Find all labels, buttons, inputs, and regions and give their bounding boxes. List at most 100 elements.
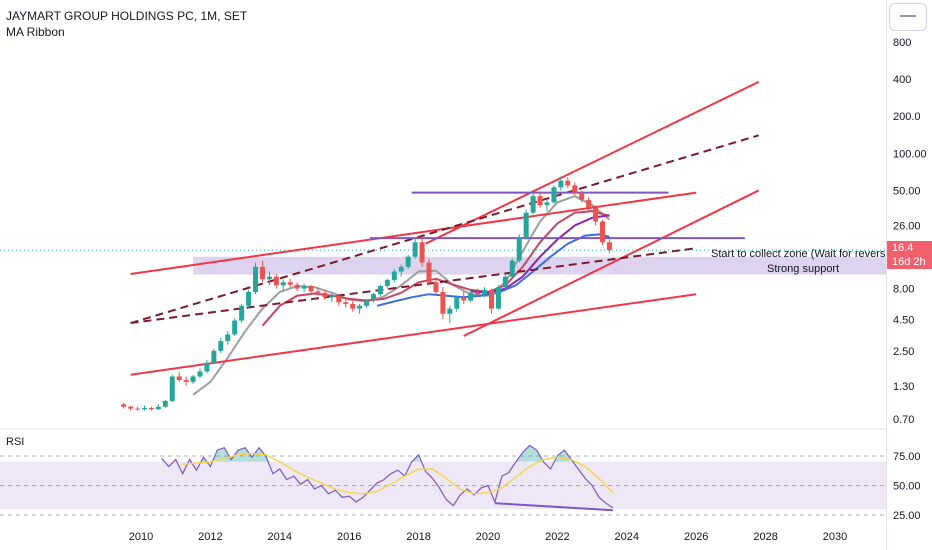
rsi-tick-label: 75.00 xyxy=(893,451,921,463)
candle-body xyxy=(128,406,134,409)
ma-line-2 xyxy=(261,210,610,327)
candle-body xyxy=(488,289,494,309)
dashed-trendline xyxy=(130,134,759,325)
candle-body xyxy=(593,208,599,222)
candle-body xyxy=(405,256,411,267)
candle-body xyxy=(398,266,404,272)
candle-body xyxy=(218,341,224,351)
candle-body xyxy=(495,287,501,309)
rsi-ma-line xyxy=(182,452,614,495)
candle-body xyxy=(426,262,432,283)
candle-body xyxy=(197,371,203,377)
candle-body xyxy=(537,196,543,206)
price-tick-label: 200.0 xyxy=(893,111,921,123)
rsi-tick-label: 50.00 xyxy=(893,481,921,493)
candle-body xyxy=(183,380,189,382)
support-annotation[interactable]: Strong support xyxy=(767,263,840,275)
candle-body xyxy=(600,221,606,243)
time-tick-label: 2010 xyxy=(129,531,153,543)
candle-body xyxy=(155,406,161,410)
menu-icon xyxy=(900,15,916,17)
candle-body xyxy=(412,242,418,257)
time-tick-label: 2014 xyxy=(268,531,292,543)
candle-body xyxy=(544,202,550,206)
candle-body xyxy=(579,192,585,200)
channel-line xyxy=(130,293,697,376)
last-price-tag: 16.4 xyxy=(887,241,932,255)
candle-body xyxy=(516,236,522,261)
candle-body xyxy=(606,242,612,251)
price-tick-label: 4.50 xyxy=(893,314,914,326)
trendline-drawings[interactable] xyxy=(130,80,760,376)
price-tick-label: 1.30 xyxy=(893,381,914,393)
ma-line-3 xyxy=(470,214,610,294)
bar-countdown: 16d 2h xyxy=(887,255,932,269)
candle-body xyxy=(370,294,376,301)
candle-body xyxy=(572,185,578,193)
candlestick-series xyxy=(121,176,612,411)
candle-body xyxy=(225,334,231,342)
time-tick-label: 2016 xyxy=(337,531,361,543)
candle-body xyxy=(169,376,175,401)
price-tick-label: 100.00 xyxy=(893,148,927,160)
candle-body xyxy=(343,302,349,304)
candle-body xyxy=(384,279,390,286)
candle-body xyxy=(176,376,182,381)
candle-body xyxy=(287,282,293,285)
candle-body xyxy=(315,291,321,293)
candle-body xyxy=(204,362,210,372)
time-tick-label: 2030 xyxy=(823,531,847,543)
chart-header: JAYMART GROUP HOLDINGS PC, 1M, SET MA Ri… xyxy=(6,8,247,40)
grid-layer xyxy=(0,0,887,550)
price-tick-label: 400 xyxy=(893,74,911,86)
price-tick-label: 50.00 xyxy=(893,185,921,197)
candle-body xyxy=(391,271,397,280)
candle-body xyxy=(454,297,460,309)
rsi-tick-label: 25.00 xyxy=(893,510,921,522)
candle-body xyxy=(273,276,279,286)
ma-ribbon-layer xyxy=(192,195,611,396)
candle-body xyxy=(280,282,286,286)
channel-line xyxy=(463,189,760,337)
candle-body xyxy=(530,196,536,213)
candle-body xyxy=(336,295,342,303)
price-tick-label: 8.00 xyxy=(893,284,914,296)
candle-body xyxy=(190,376,196,382)
axes-layer: 800 400 200.0 100.00 50.00 26.00 8.00 4.50 2.50 1… xyxy=(129,37,927,543)
collect-zone-annotation[interactable]: Start to collect zone (Wait for revers xyxy=(711,248,886,260)
time-tick-label: 2028 xyxy=(753,531,777,543)
candle-body xyxy=(558,180,564,188)
candle-body xyxy=(468,292,474,301)
dashed-trendline xyxy=(130,247,697,325)
time-tick-label: 2022 xyxy=(545,531,569,543)
rsi-divergence-line xyxy=(494,502,613,512)
candle-body xyxy=(377,285,383,295)
candle-body xyxy=(246,292,252,306)
candle-body xyxy=(162,400,168,407)
candle-body xyxy=(440,292,446,314)
candle-body xyxy=(551,187,557,203)
time-tick-label: 2024 xyxy=(615,531,639,543)
time-tick-label: 2020 xyxy=(476,531,500,543)
candle-body xyxy=(259,266,265,280)
candle-body xyxy=(523,212,529,237)
price-tick-label: 0.70 xyxy=(893,414,914,426)
menu-button[interactable] xyxy=(889,3,927,31)
candle-body xyxy=(509,260,515,277)
rsi-panel xyxy=(0,444,886,516)
candle-body xyxy=(586,199,592,209)
candle-body xyxy=(482,289,488,295)
price-tick-label: 26.00 xyxy=(893,220,921,232)
candle-body xyxy=(121,404,127,407)
candle-body xyxy=(502,276,508,288)
price-tick-label: 2.50 xyxy=(893,346,914,358)
rsi-label: RSI xyxy=(6,436,25,448)
channel-line xyxy=(425,80,760,245)
candle-body xyxy=(232,320,238,335)
ma-line-1 xyxy=(192,195,611,396)
time-tick-label: 2026 xyxy=(684,531,708,543)
candle-body xyxy=(419,242,425,263)
candle-body xyxy=(322,292,328,298)
channel-line xyxy=(130,191,697,275)
